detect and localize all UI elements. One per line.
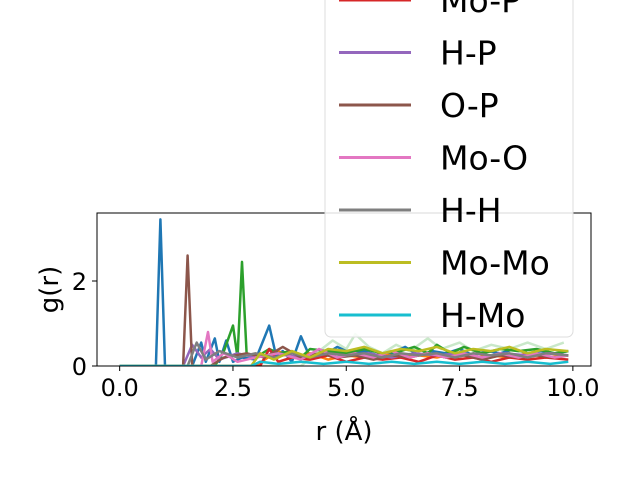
x-tick-label: 2.5 — [214, 374, 252, 402]
y-axis: 02 — [72, 268, 97, 381]
x-axis: 0.0 2.5 5.0 7.5 10.0 — [101, 366, 600, 402]
legend-label: H-P — [440, 34, 497, 73]
y-tick-label: 0 — [72, 353, 87, 381]
legend-box — [324, 0, 574, 338]
legend-label: Mo-O — [440, 139, 528, 178]
legend-label: H-H — [440, 191, 502, 230]
plot-area — [119, 218, 569, 366]
x-tick-label: 7.5 — [440, 374, 478, 402]
x-tick-label: 0.0 — [101, 374, 139, 402]
series-line-h-h — [119, 341, 569, 366]
x-axis-title: r (Å) — [315, 415, 372, 447]
legend-label: Mo-P — [440, 0, 521, 20]
legend-label: Mo-Mo — [440, 244, 550, 283]
y-tick-label: 2 — [72, 268, 87, 296]
series-line-h-mo — [119, 360, 569, 366]
y-axis-title: g(r) — [35, 266, 65, 313]
legend-label: O-P — [440, 86, 499, 125]
x-tick-label: 5.0 — [327, 374, 365, 402]
x-tick-label: 10.0 — [546, 374, 599, 402]
legend-label: H-Mo — [440, 296, 525, 335]
series-line-mo-mo — [119, 345, 569, 366]
legend: Mo-P H-P O-P Mo-O H-H Mo-Mo H-Mo — [324, 0, 574, 338]
